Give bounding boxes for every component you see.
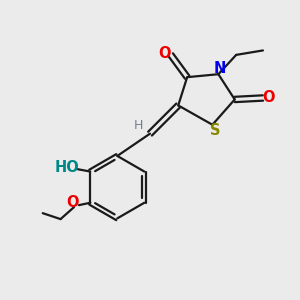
Text: S: S — [210, 123, 220, 138]
Text: HO: HO — [54, 160, 79, 175]
Text: H: H — [134, 119, 143, 132]
Text: N: N — [214, 61, 226, 76]
Text: O: O — [159, 46, 171, 61]
Text: O: O — [262, 91, 275, 106]
Text: O: O — [66, 195, 79, 210]
